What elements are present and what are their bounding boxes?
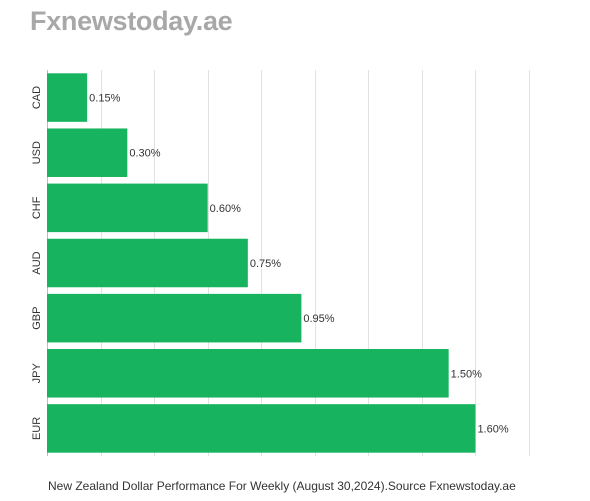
site-logo: Fxnewstoday.ae xyxy=(30,6,233,36)
data-label-eur: 1.60% xyxy=(477,423,508,435)
data-label-chf: 0.60% xyxy=(210,203,241,215)
bar-aud xyxy=(47,238,248,288)
bar-gbp xyxy=(47,293,302,343)
data-labels: 0.15% 0.30% 0.60% 0.75% 0.95% 1.50% 1.60% xyxy=(89,93,509,436)
bar-cad xyxy=(47,73,88,122)
bar-eur xyxy=(47,404,476,453)
bar-jpy xyxy=(47,349,449,398)
bar-chf xyxy=(47,183,208,233)
category-label-cad: CAD xyxy=(31,86,43,109)
category-label-gbp: GBP xyxy=(31,307,43,330)
category-label-jpy: JPY xyxy=(31,363,43,384)
category-label-usd: USD xyxy=(31,141,43,164)
category-label-eur: EUR xyxy=(31,417,43,440)
data-label-cad: 0.15% xyxy=(89,93,120,105)
bar-usd xyxy=(47,128,128,177)
category-labels: CAD USD CHF AUD GBP JPY EUR xyxy=(31,86,43,440)
chart-caption: New Zealand Dollar Performance For Weekl… xyxy=(48,479,516,493)
data-label-aud: 0.75% xyxy=(250,258,281,270)
category-label-aud: AUD xyxy=(31,251,43,274)
bars xyxy=(47,73,476,453)
data-label-usd: 0.30% xyxy=(129,148,160,160)
data-label-jpy: 1.50% xyxy=(451,368,482,380)
category-label-chf: CHF xyxy=(31,196,43,219)
data-label-gbp: 0.95% xyxy=(303,313,334,325)
